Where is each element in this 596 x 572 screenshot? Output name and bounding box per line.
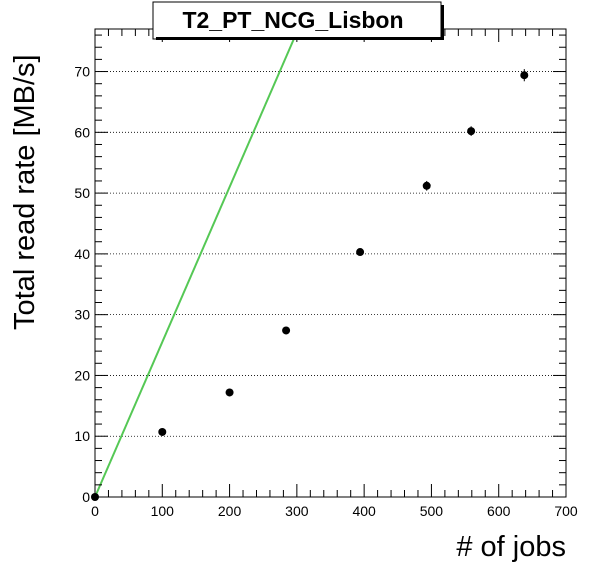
x-tick-label: 600 xyxy=(487,503,511,519)
chart-title: T2_PT_NCG_Lisbon xyxy=(182,7,403,33)
x-axis-ticks: 0 100 200 300 400 500 600 700 xyxy=(91,29,578,519)
data-point xyxy=(356,248,365,257)
y-tick-label: 40 xyxy=(74,246,90,262)
title-box: T2_PT_NCG_Lisbon xyxy=(152,1,444,40)
data-point xyxy=(422,180,431,191)
y-tick-label: 20 xyxy=(74,367,90,383)
point-marker xyxy=(356,248,365,257)
point-marker xyxy=(158,427,167,436)
data-point xyxy=(225,388,234,397)
title-box-border xyxy=(152,1,442,40)
y-tick-label: 70 xyxy=(74,64,90,80)
x-tick-label: 700 xyxy=(554,503,578,519)
x-tick-label: 300 xyxy=(285,503,309,519)
reference-line xyxy=(94,28,300,498)
data-point xyxy=(520,69,529,82)
point-marker xyxy=(467,127,476,136)
x-tick-label: 0 xyxy=(91,503,99,519)
x-axis-label: # of jobs xyxy=(456,531,566,563)
y-tick-label: 60 xyxy=(74,124,90,140)
point-marker xyxy=(282,326,291,335)
title-box-shadow xyxy=(156,37,444,40)
y-tick-label: 30 xyxy=(74,307,90,323)
data-point xyxy=(158,427,167,436)
point-marker xyxy=(225,388,234,397)
y-axis-label: Total read rate [MB/s] xyxy=(9,54,41,330)
y-tick-label: 50 xyxy=(74,185,90,201)
x-tick-label: 100 xyxy=(151,503,175,519)
y-tick-label: 0 xyxy=(82,489,90,505)
y-axis-ticks: 0 10 20 30 40 50 60 70 xyxy=(74,34,566,505)
y-tick-label: 10 xyxy=(74,428,90,444)
point-marker xyxy=(520,71,529,80)
grid-lines xyxy=(95,71,566,437)
x-tick-label: 400 xyxy=(352,503,376,519)
reference-line-layer xyxy=(94,28,300,498)
title-box-shadow-right xyxy=(441,5,444,40)
x-tick-label: 500 xyxy=(420,503,444,519)
x-tick-label: 200 xyxy=(218,503,242,519)
data-point xyxy=(282,326,291,335)
data-points-layer xyxy=(91,69,529,501)
point-marker xyxy=(422,181,431,190)
data-point xyxy=(467,126,476,136)
plot-frame xyxy=(94,28,567,498)
